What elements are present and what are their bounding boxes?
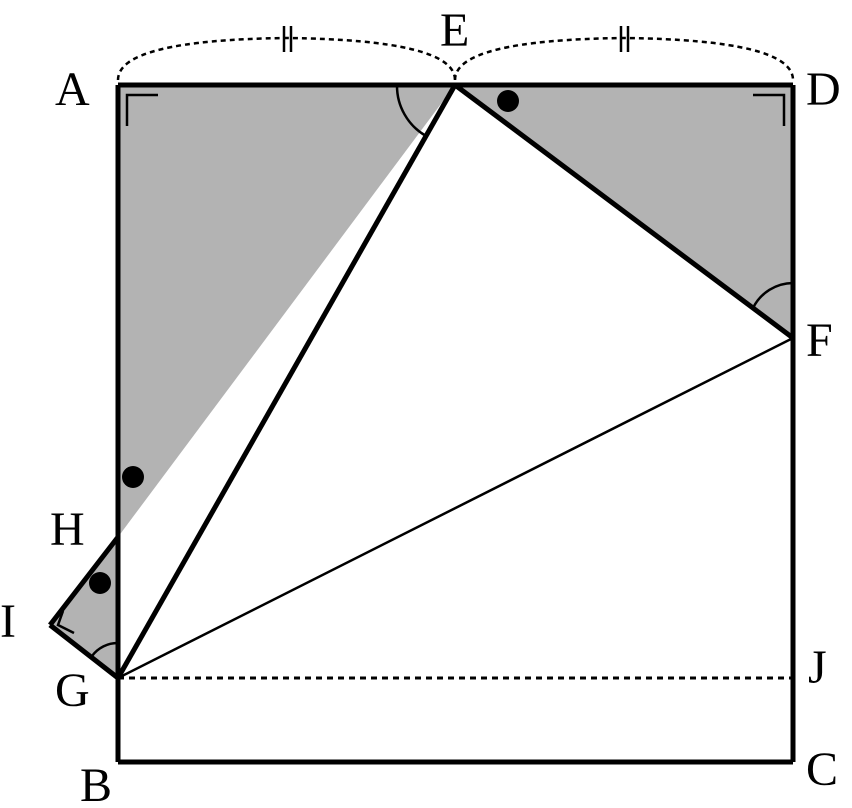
label-G: G — [55, 664, 90, 717]
label-F: F — [806, 314, 833, 367]
angle-arc-F — [751, 281, 794, 309]
angle-dot-E — [497, 90, 519, 112]
segment-GF — [117, 336, 794, 680]
dotted-arc-ED — [453, 36, 795, 81]
angle-arc-E — [395, 84, 427, 138]
angle-dot-H-upper — [122, 466, 144, 488]
angle-dot-H-lower — [89, 572, 111, 594]
angle-arc-G — [90, 641, 119, 657]
shaded-triangle-AEH — [118, 85, 455, 537]
equal-tick-ED — [619, 26, 630, 52]
label-D: D — [806, 63, 841, 116]
label-I: I — [0, 595, 16, 648]
label-C: C — [806, 743, 838, 796]
label-A: A — [55, 63, 90, 116]
dotted-arc-AE — [116, 36, 457, 81]
label-B: B — [80, 759, 112, 803]
segment-EG — [115, 83, 458, 680]
equal-tick-AE — [282, 26, 293, 52]
segment-EF — [453, 82, 795, 341]
label-H: H — [50, 503, 85, 556]
right-angle-mark-A — [125, 93, 158, 126]
label-J: J — [808, 641, 827, 694]
segment-IH — [48, 535, 120, 627]
label-E: E — [440, 4, 469, 57]
segment-IG — [48, 623, 120, 680]
right-angle-mark-I — [56, 610, 75, 635]
shaded-triangle-IHG — [50, 537, 118, 678]
right-angle-mark-D — [753, 93, 786, 126]
